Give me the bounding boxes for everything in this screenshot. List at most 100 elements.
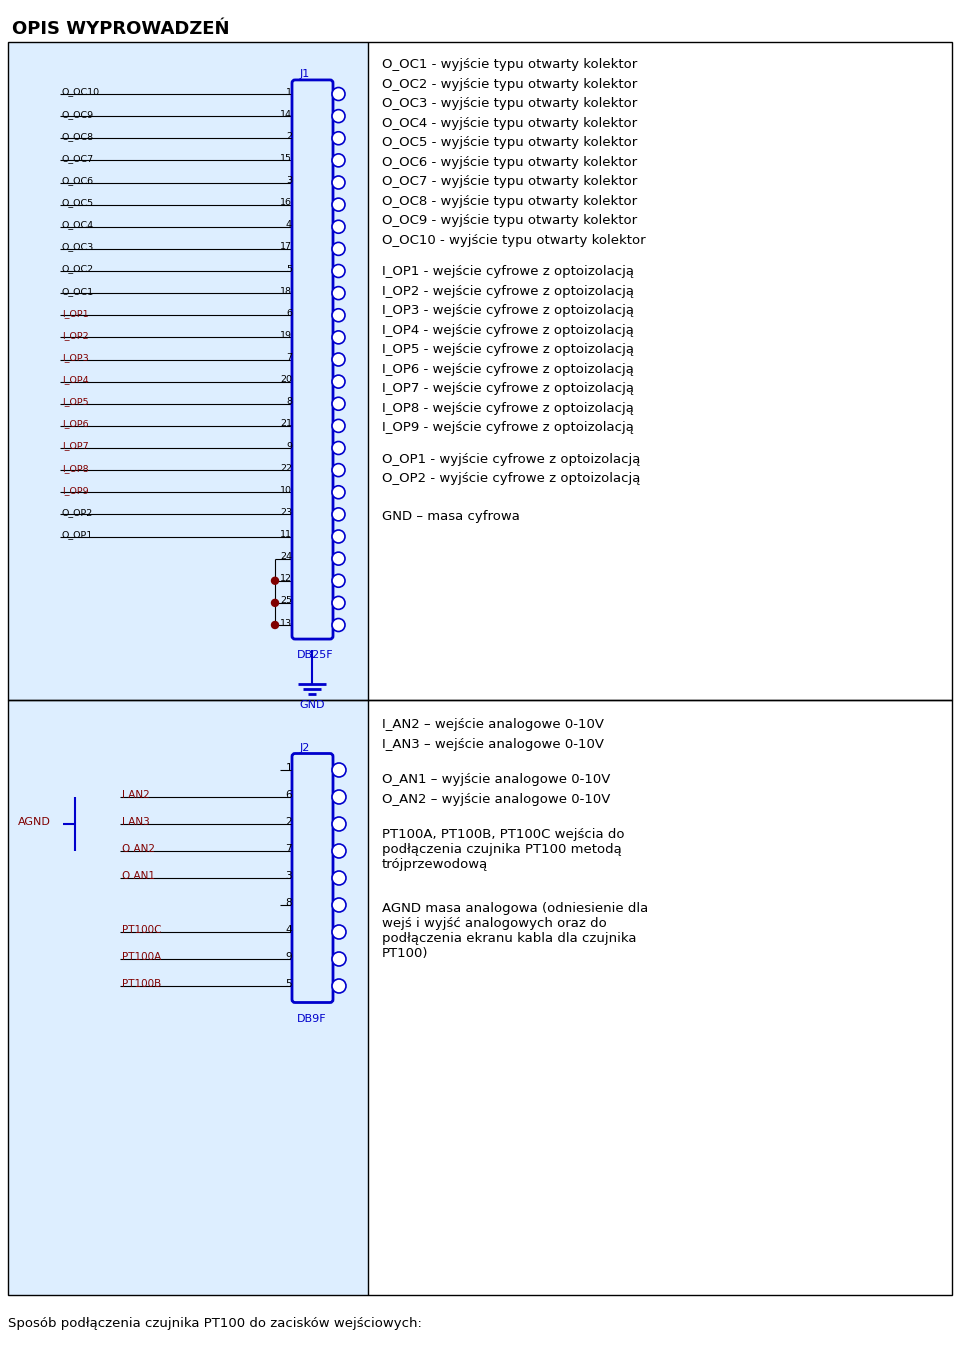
- Text: I AN3: I AN3: [122, 817, 150, 827]
- Circle shape: [332, 154, 345, 167]
- FancyBboxPatch shape: [292, 80, 333, 640]
- Text: AGND masa analogowa (odniesienie dla
wejś i wyjść analogowych oraz do
podłączeni: AGND masa analogowa (odniesienie dla wej…: [382, 902, 648, 960]
- Text: 17: 17: [280, 242, 292, 252]
- Circle shape: [332, 925, 346, 939]
- Text: 1: 1: [286, 87, 292, 97]
- Text: 9: 9: [286, 441, 292, 450]
- Text: 24: 24: [280, 553, 292, 561]
- Text: J1: J1: [300, 69, 310, 79]
- Text: DB25F: DB25F: [297, 651, 334, 660]
- Text: I_OP8 - wejście cyfrowe z optoizolacją: I_OP8 - wejście cyfrowe z optoizolacją: [382, 401, 634, 415]
- Text: 22: 22: [280, 464, 292, 472]
- Text: I_OP2 - wejście cyfrowe z optoizolacją: I_OP2 - wejście cyfrowe z optoizolacją: [382, 284, 634, 298]
- Circle shape: [332, 979, 346, 994]
- Circle shape: [332, 264, 345, 278]
- Text: DB9F: DB9F: [297, 1014, 326, 1023]
- Text: I_OP3 - wejście cyfrowe z optoizolacją: I_OP3 - wejście cyfrowe z optoizolacją: [382, 304, 634, 317]
- Text: O_OP1: O_OP1: [62, 529, 93, 539]
- Text: O_OP2 - wyjście cyfrowe z optoizolacją: O_OP2 - wyjście cyfrowe z optoizolacją: [382, 472, 640, 485]
- Text: 5: 5: [285, 979, 292, 989]
- Text: PT100B: PT100B: [122, 979, 161, 989]
- Text: O_OC4 - wyjście typu otwarty kolektor: O_OC4 - wyjście typu otwarty kolektor: [382, 117, 637, 129]
- Text: O_OC5 - wyjście typu otwarty kolektor: O_OC5 - wyjście typu otwarty kolektor: [382, 136, 637, 148]
- Text: 8: 8: [286, 397, 292, 406]
- Text: O_OC9 - wyjście typu otwarty kolektor: O_OC9 - wyjście typu otwarty kolektor: [382, 214, 637, 227]
- Circle shape: [332, 176, 345, 189]
- Text: I_OP1 - wejście cyfrowe z optoizolacją: I_OP1 - wejście cyfrowe z optoizolacją: [382, 265, 634, 278]
- Text: O_AN1 – wyjście analogowe 0-10V: O_AN1 – wyjście analogowe 0-10V: [382, 773, 611, 787]
- Text: 7: 7: [286, 352, 292, 362]
- Text: Sposób podłączenia czujnika PT100 do zacisków wejściowych:: Sposób podłączenia czujnika PT100 do zac…: [8, 1317, 421, 1330]
- Circle shape: [332, 508, 345, 521]
- Text: O_OC4: O_OC4: [62, 220, 94, 229]
- Text: I_OP3: I_OP3: [62, 352, 88, 362]
- Text: O_OC8: O_OC8: [62, 132, 94, 140]
- Text: O_OC3 - wyjście typu otwarty kolektor: O_OC3 - wyjście typu otwarty kolektor: [382, 97, 637, 110]
- Text: I AN2: I AN2: [122, 789, 150, 800]
- Text: 12: 12: [280, 574, 292, 584]
- Text: 9: 9: [285, 951, 292, 962]
- Text: O_OC6 - wyjście typu otwarty kolektor: O_OC6 - wyjście typu otwarty kolektor: [382, 155, 637, 169]
- Text: O_OC10 - wyjście typu otwarty kolektor: O_OC10 - wyjście typu otwarty kolektor: [382, 234, 646, 246]
- Text: O_OC10: O_OC10: [62, 87, 100, 97]
- Text: I_OP8: I_OP8: [62, 464, 88, 472]
- Circle shape: [272, 577, 278, 584]
- Circle shape: [332, 871, 346, 885]
- Text: 15: 15: [280, 154, 292, 163]
- FancyBboxPatch shape: [292, 754, 333, 1003]
- Circle shape: [332, 242, 345, 256]
- Text: 13: 13: [280, 618, 292, 627]
- Text: I_OP4: I_OP4: [62, 376, 88, 384]
- Text: O_OP2: O_OP2: [62, 508, 93, 517]
- Text: O_OC3: O_OC3: [62, 242, 94, 252]
- Text: 6: 6: [285, 789, 292, 800]
- Circle shape: [332, 574, 345, 587]
- Text: I_OP9: I_OP9: [62, 486, 88, 495]
- Text: I_OP9 - wejście cyfrowe z optoizolacją: I_OP9 - wejście cyfrowe z optoizolacją: [382, 421, 634, 434]
- Circle shape: [332, 352, 345, 366]
- Bar: [8, 42, 368, 700]
- Text: 10: 10: [280, 486, 292, 495]
- Text: O AN1: O AN1: [122, 871, 155, 881]
- Circle shape: [272, 622, 278, 629]
- Text: I_OP4 - wejście cyfrowe z optoizolacją: I_OP4 - wejście cyfrowe z optoizolacją: [382, 324, 634, 336]
- Circle shape: [332, 764, 346, 777]
- Text: J2: J2: [300, 743, 310, 753]
- Text: 16: 16: [280, 199, 292, 207]
- Text: 8: 8: [285, 898, 292, 908]
- Text: 2: 2: [286, 132, 292, 140]
- Circle shape: [332, 199, 345, 211]
- Circle shape: [332, 464, 345, 476]
- Circle shape: [332, 486, 345, 498]
- Text: O_OC6: O_OC6: [62, 176, 94, 185]
- Text: PT100A, PT100B, PT100C wejścia do
podłączenia czujnika PT100 metodą
trójprzewodo: PT100A, PT100B, PT100C wejścia do podłąc…: [382, 827, 625, 871]
- Circle shape: [332, 789, 346, 804]
- Text: O_OC1 - wyjście typu otwarty kolektor: O_OC1 - wyjście typu otwarty kolektor: [382, 59, 637, 71]
- Circle shape: [332, 618, 345, 632]
- Circle shape: [332, 898, 346, 912]
- Text: 11: 11: [280, 529, 292, 539]
- Text: I_OP7: I_OP7: [62, 441, 88, 450]
- Text: 25: 25: [280, 596, 292, 606]
- Text: I_OP6: I_OP6: [62, 419, 88, 429]
- Text: 18: 18: [280, 287, 292, 295]
- Bar: [8, 42, 952, 700]
- Text: O_OC8 - wyjście typu otwarty kolektor: O_OC8 - wyjście typu otwarty kolektor: [382, 195, 637, 207]
- Text: O_OC7: O_OC7: [62, 154, 94, 163]
- Text: 3: 3: [286, 176, 292, 185]
- Text: I_AN2 – wejście analogowe 0-10V: I_AN2 – wejście analogowe 0-10V: [382, 719, 604, 731]
- Text: 6: 6: [286, 309, 292, 317]
- Text: I_OP7 - wejście cyfrowe z optoizolacją: I_OP7 - wejście cyfrowe z optoizolacją: [382, 382, 634, 395]
- Text: GND: GND: [300, 700, 324, 710]
- Circle shape: [332, 309, 345, 321]
- Text: 20: 20: [280, 376, 292, 384]
- Text: AGND: AGND: [18, 817, 51, 827]
- Text: 14: 14: [280, 110, 292, 118]
- Circle shape: [332, 220, 345, 233]
- Circle shape: [332, 844, 346, 857]
- Text: OPIS WYPROWADZEŃ: OPIS WYPROWADZEŃ: [12, 20, 229, 38]
- Text: I_OP5 - wejście cyfrowe z optoizolacją: I_OP5 - wejście cyfrowe z optoizolacją: [382, 343, 634, 357]
- Circle shape: [332, 817, 346, 832]
- Circle shape: [332, 287, 345, 299]
- Text: I_AN3 – wejście analogowe 0-10V: I_AN3 – wejście analogowe 0-10V: [382, 738, 604, 750]
